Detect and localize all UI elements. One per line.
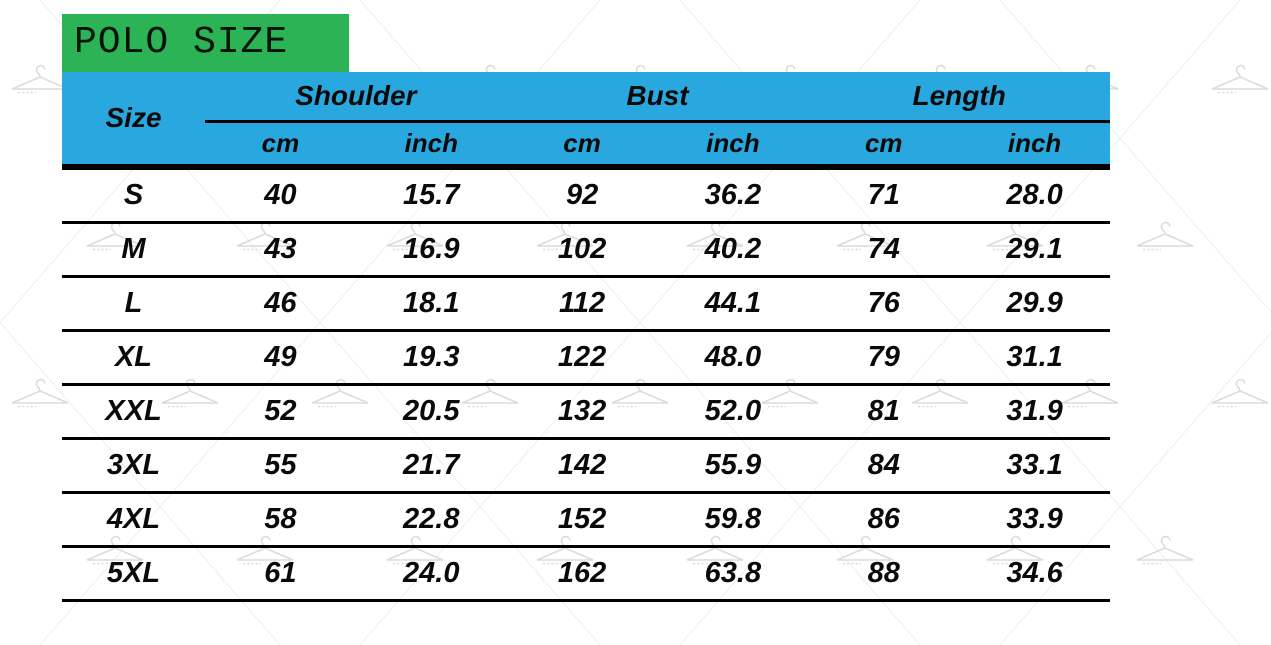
measurement-value: 33.9	[959, 492, 1110, 548]
measurement-value: 112	[506, 276, 658, 332]
measurement-value: 22.8	[355, 492, 507, 548]
unit-header-bust-inch: inch	[657, 121, 809, 170]
measurement-value: 58	[205, 492, 356, 548]
chart-title: POLO SIZE	[74, 21, 289, 64]
measurement-value: 28.0	[959, 167, 1110, 224]
measurement-value: 52	[205, 384, 356, 440]
table-row: 5XL 61 24.0 162 63.8 88 34.6	[62, 546, 1110, 602]
measurement-value: 31.9	[959, 384, 1110, 440]
unit-header-length-inch: inch	[959, 121, 1110, 170]
column-header-length: Length	[808, 72, 1110, 123]
measurement-value: 52.0	[657, 384, 809, 440]
column-header-size: Size	[62, 72, 205, 170]
measurement-value: 61	[205, 546, 356, 602]
measurement-value: 18.1	[355, 276, 507, 332]
measurement-value: 55	[205, 438, 356, 494]
unit-header-row: cm inch cm inch cm inch	[62, 121, 1110, 170]
measurement-value: 79	[808, 330, 960, 386]
measurement-value: 55.9	[657, 438, 809, 494]
size-label: S	[62, 167, 205, 224]
measurement-value: 142	[506, 438, 658, 494]
hanger-watermark-icon	[11, 64, 69, 94]
measurement-value: 84	[808, 438, 960, 494]
measurement-value: 40	[205, 167, 356, 224]
unit-header-length-cm: cm	[808, 121, 960, 170]
size-label: L	[62, 276, 205, 332]
size-label: 4XL	[62, 492, 205, 548]
measurement-value: 92	[506, 167, 658, 224]
measurement-value: 102	[506, 222, 658, 278]
measurement-value: 63.8	[657, 546, 809, 602]
measurement-value: 71	[808, 167, 960, 224]
measurement-value: 46	[205, 276, 356, 332]
measurement-value: 44.1	[657, 276, 809, 332]
measurement-value: 86	[808, 492, 960, 548]
measurement-value: 132	[506, 384, 658, 440]
measurement-value: 29.1	[959, 222, 1110, 278]
table-row: XXL 52 20.5 132 52.0 81 31.9	[62, 384, 1110, 440]
size-label: XXL	[62, 384, 205, 440]
hanger-watermark-icon	[1211, 378, 1269, 408]
hanger-watermark-icon	[1211, 64, 1269, 94]
table-row: S 40 15.7 92 36.2 71 28.0	[62, 167, 1110, 224]
unit-header-shoulder-cm: cm	[205, 121, 356, 170]
measurement-value: 81	[808, 384, 960, 440]
measurement-value: 31.1	[959, 330, 1110, 386]
measurement-value: 40.2	[657, 222, 809, 278]
size-label: XL	[62, 330, 205, 386]
measurement-value: 43	[205, 222, 356, 278]
measurement-value: 49	[205, 330, 356, 386]
table-row: M 43 16.9 102 40.2 74 29.1	[62, 222, 1110, 278]
measurement-value: 20.5	[355, 384, 507, 440]
table-row: XL 49 19.3 122 48.0 79 31.1	[62, 330, 1110, 386]
measurement-value: 36.2	[657, 167, 809, 224]
size-table-body: S 40 15.7 92 36.2 71 28.0 M 43 16.9 102 40.2 74 29.1 L…	[62, 167, 1110, 602]
hanger-watermark-icon	[1136, 535, 1194, 565]
table-row: 4XL 58 22.8 152 59.8 86 33.9	[62, 492, 1110, 548]
hanger-watermark-icon	[11, 378, 69, 408]
size-table-header: Size Shoulder Bust Length cm inch cm inc…	[62, 72, 1110, 170]
unit-header-bust-cm: cm	[506, 121, 658, 170]
size-label: 3XL	[62, 438, 205, 494]
measurement-value: 162	[506, 546, 658, 602]
measurement-value: 16.9	[355, 222, 507, 278]
size-label: 5XL	[62, 546, 205, 602]
table-row: L 46 18.1 112 44.1 76 29.9	[62, 276, 1110, 332]
measurement-value: 152	[506, 492, 658, 548]
measurement-value: 24.0	[355, 546, 507, 602]
measurement-value: 34.6	[959, 546, 1110, 602]
measurement-value: 29.9	[959, 276, 1110, 332]
measurement-value: 21.7	[355, 438, 507, 494]
hanger-watermark-icon	[1136, 221, 1194, 251]
measurement-value: 88	[808, 546, 960, 602]
measurement-value: 19.3	[355, 330, 507, 386]
measurement-value: 15.7	[355, 167, 507, 224]
size-label: M	[62, 222, 205, 278]
measurement-value: 76	[808, 276, 960, 332]
unit-header-shoulder-inch: inch	[355, 121, 507, 170]
size-table: Size Shoulder Bust Length cm inch cm inc…	[62, 72, 1110, 602]
measurement-value: 48.0	[657, 330, 809, 386]
group-header-row: Size Shoulder Bust Length	[62, 72, 1110, 170]
measurement-value: 33.1	[959, 438, 1110, 494]
column-header-shoulder: Shoulder	[205, 72, 507, 123]
measurement-value: 74	[808, 222, 960, 278]
chart-title-box: POLO SIZE	[62, 14, 349, 72]
table-row: 3XL 55 21.7 142 55.9 84 33.1	[62, 438, 1110, 494]
measurement-value: 59.8	[657, 492, 809, 548]
measurement-value: 122	[506, 330, 658, 386]
column-header-bust: Bust	[506, 72, 809, 123]
